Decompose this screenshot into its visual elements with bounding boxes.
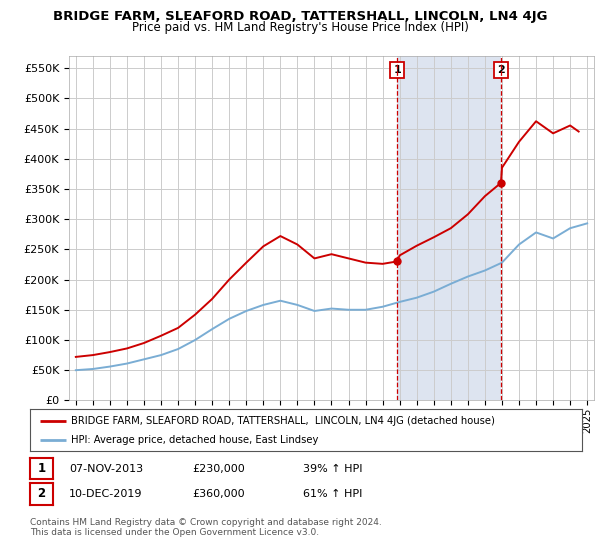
Text: Price paid vs. HM Land Registry's House Price Index (HPI): Price paid vs. HM Land Registry's House …	[131, 21, 469, 34]
Text: £360,000: £360,000	[192, 489, 245, 499]
Text: 1: 1	[393, 65, 401, 75]
Bar	[397, 56, 501, 400]
Text: 2: 2	[37, 487, 46, 501]
Text: 10-DEC-2019: 10-DEC-2019	[69, 489, 143, 499]
Text: HPI: Average price, detached house, East Lindsey: HPI: Average price, detached house, East…	[71, 435, 319, 445]
Text: Contains HM Land Registry data © Crown copyright and database right 2024.
This d: Contains HM Land Registry data © Crown c…	[30, 518, 382, 538]
Text: 1: 1	[37, 462, 46, 475]
Text: BRIDGE FARM, SLEAFORD ROAD, TATTERSHALL, LINCOLN, LN4 4JG: BRIDGE FARM, SLEAFORD ROAD, TATTERSHALL,…	[53, 10, 547, 23]
Text: 2: 2	[497, 65, 505, 75]
Text: 07-NOV-2013: 07-NOV-2013	[69, 464, 143, 474]
Text: BRIDGE FARM, SLEAFORD ROAD, TATTERSHALL,  LINCOLN, LN4 4JG (detached house): BRIDGE FARM, SLEAFORD ROAD, TATTERSHALL,…	[71, 416, 495, 426]
Text: £230,000: £230,000	[192, 464, 245, 474]
Text: 39% ↑ HPI: 39% ↑ HPI	[303, 464, 362, 474]
Text: 61% ↑ HPI: 61% ↑ HPI	[303, 489, 362, 499]
